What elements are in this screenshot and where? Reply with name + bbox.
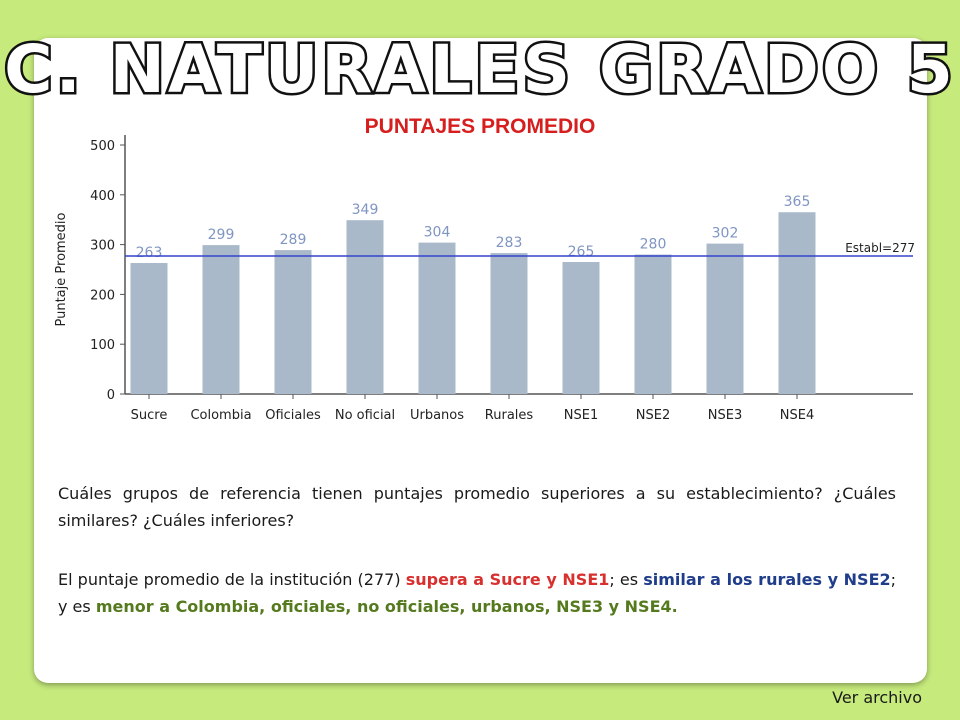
bar-value-label: 280 (640, 237, 667, 253)
bar (274, 250, 312, 394)
bar (418, 242, 456, 394)
view-file-link[interactable]: Ver archivo (832, 688, 922, 707)
bar-value-label: 302 (712, 226, 739, 242)
bar-value-label: 265 (568, 244, 595, 260)
y-tick-label: 0 (107, 388, 115, 403)
y-tick-label: 300 (90, 239, 115, 254)
bar (706, 243, 744, 394)
y-tick-label: 100 (90, 338, 115, 353)
x-tick-label: NSE1 (564, 408, 598, 423)
bar-value-label: 349 (352, 202, 379, 218)
x-tick-label: Oficiales (265, 408, 321, 423)
y-axis-label: Puntaje Promedio (54, 212, 69, 326)
x-tick-label: NSE3 (708, 408, 742, 423)
answer-text: El puntaje promedio de la institución (2… (58, 566, 896, 620)
bar (634, 254, 672, 394)
bar (130, 263, 168, 394)
answer-similar: similar a los rurales y NSE2 (643, 570, 891, 589)
x-tick-label: Rurales (485, 408, 534, 423)
bar (490, 253, 528, 394)
x-tick-label: NSE4 (780, 408, 814, 423)
answer-part1: El puntaje promedio de la institución (2… (58, 570, 406, 589)
x-tick-label: No oficial (335, 408, 395, 423)
y-tick-label: 400 (90, 189, 115, 204)
bar-value-label: 304 (424, 225, 451, 241)
bar-value-label: 365 (784, 194, 811, 210)
answer-part3: ; y es (58, 570, 897, 616)
x-tick-label: Colombia (190, 408, 251, 423)
answer-inferior: menor a Colombia, oficiales, no oficiale… (95, 597, 678, 616)
y-tick-label: 200 (90, 288, 115, 303)
bar-chart: 0 100 200 300 400 500 Puntaje Promedio 263 Sucre… (54, 135, 915, 423)
x-tick-label: NSE2 (636, 408, 670, 423)
bar (346, 220, 384, 394)
bar (202, 245, 240, 394)
bar-value-label: 283 (496, 235, 523, 251)
bar-value-label: 299 (208, 227, 235, 243)
bar-value-label: 289 (280, 232, 307, 248)
x-tick-label: Sucre (131, 408, 168, 423)
reference-line-label: Establ=277 (845, 241, 915, 255)
y-tick-label: 500 (90, 139, 115, 154)
bar (562, 262, 600, 394)
answer-superior: supera a Sucre y NSE1 (405, 570, 610, 589)
bar (778, 212, 816, 394)
x-tick-label: Urbanos (410, 408, 464, 423)
slide-card (34, 38, 927, 683)
question-text: Cuáles grupos de referencia tienen punta… (58, 484, 896, 530)
bar-value-label: 263 (136, 245, 163, 261)
chart-heading: PUNTAJES PROMEDIO (364, 115, 596, 138)
answer-part2: ; es (609, 570, 644, 589)
slide-title: C. NATURALES GRADO 5 (2, 29, 956, 111)
